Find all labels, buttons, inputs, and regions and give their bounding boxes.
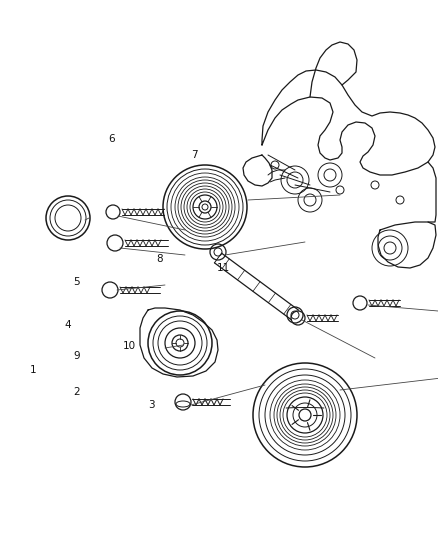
Text: 4: 4 [64, 320, 71, 330]
Text: 9: 9 [73, 351, 80, 361]
Text: 11: 11 [217, 263, 230, 272]
Text: 8: 8 [156, 254, 163, 263]
Text: 10: 10 [123, 342, 136, 351]
Text: 3: 3 [148, 400, 155, 410]
Text: 2: 2 [73, 387, 80, 397]
Text: 1: 1 [29, 366, 36, 375]
Text: 6: 6 [108, 134, 115, 143]
Text: 7: 7 [191, 150, 198, 159]
Text: 5: 5 [73, 278, 80, 287]
